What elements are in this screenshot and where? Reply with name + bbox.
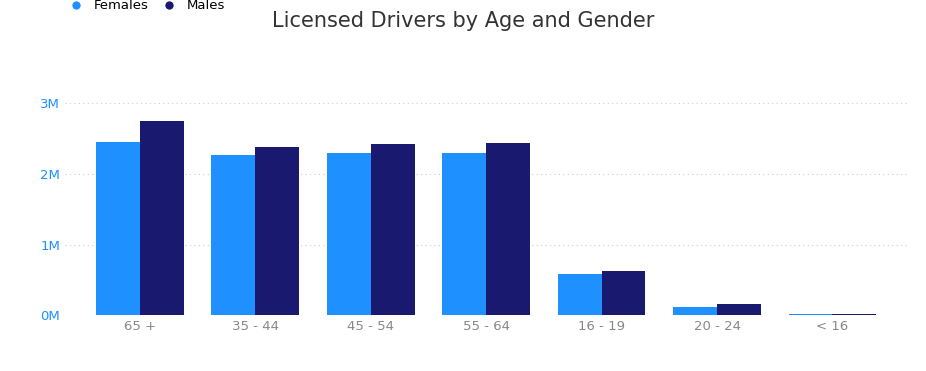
- Bar: [602, 271, 645, 315]
- Bar: [140, 121, 183, 315]
- Bar: [486, 143, 530, 315]
- Bar: [789, 314, 832, 315]
- Bar: [370, 144, 415, 315]
- Bar: [327, 153, 370, 315]
- Bar: [211, 155, 256, 315]
- Bar: [557, 274, 602, 315]
- Bar: [256, 147, 299, 315]
- Bar: [832, 314, 876, 315]
- Bar: [673, 307, 717, 315]
- Bar: [443, 153, 486, 315]
- Bar: [717, 304, 761, 315]
- Legend: Females, Males: Females, Males: [63, 0, 225, 12]
- Bar: [96, 142, 140, 315]
- Text: Licensed Drivers by Age and Gender: Licensed Drivers by Age and Gender: [272, 11, 654, 31]
